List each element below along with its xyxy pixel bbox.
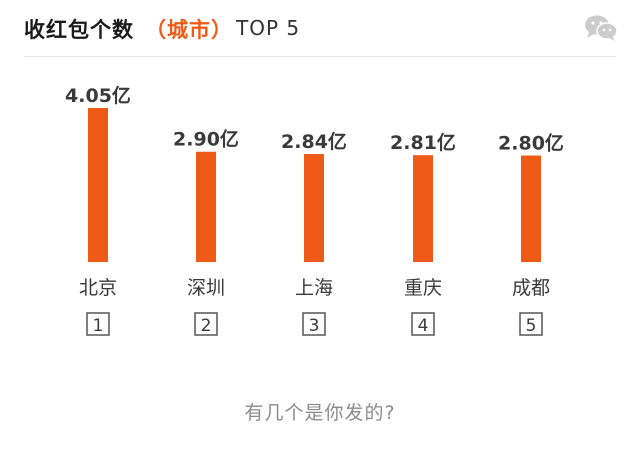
footer-question: 有几个是你发的?: [244, 402, 396, 424]
value-label-1: 4.05亿: [65, 84, 131, 107]
value-label-5: 2.80亿: [498, 132, 564, 155]
rank-box-5: [519, 312, 543, 336]
bar-2: [196, 151, 216, 262]
category-label-4: 重庆: [404, 277, 442, 299]
value-label-4: 2.81亿: [390, 131, 456, 154]
rank-number-2: 2: [201, 316, 212, 336]
bar-5: [521, 155, 541, 262]
rank-number-1: 1: [93, 316, 104, 336]
header-divider: [24, 56, 616, 57]
chart-title: 收红包个数: [24, 18, 134, 42]
rank-number-4: 4: [418, 316, 429, 336]
bar-4: [413, 155, 433, 262]
rank-box-3: [302, 312, 326, 336]
category-label-5: 成都: [512, 277, 550, 299]
bar-3: [304, 154, 324, 262]
rank-box-1: [86, 312, 110, 336]
chart-header: 收红包个数 （城市） TOP 5: [0, 0, 640, 56]
category-label-2: 深圳: [187, 277, 225, 299]
chart-subtitle-top5: TOP 5: [236, 16, 301, 40]
value-label-3: 2.84亿: [281, 130, 347, 153]
category-label-3: 上海: [295, 277, 333, 299]
wechat-icon: [585, 15, 618, 41]
rank-number-3: 3: [309, 316, 320, 336]
rank-box-4: [411, 312, 435, 336]
category-label-1: 北京: [79, 277, 117, 299]
bar-1: [88, 108, 108, 262]
value-label-2: 2.90亿: [173, 128, 239, 151]
rank-box-2: [194, 312, 218, 336]
chart-subtitle-city: （城市）: [145, 18, 233, 42]
rank-number-5: 5: [526, 316, 537, 336]
